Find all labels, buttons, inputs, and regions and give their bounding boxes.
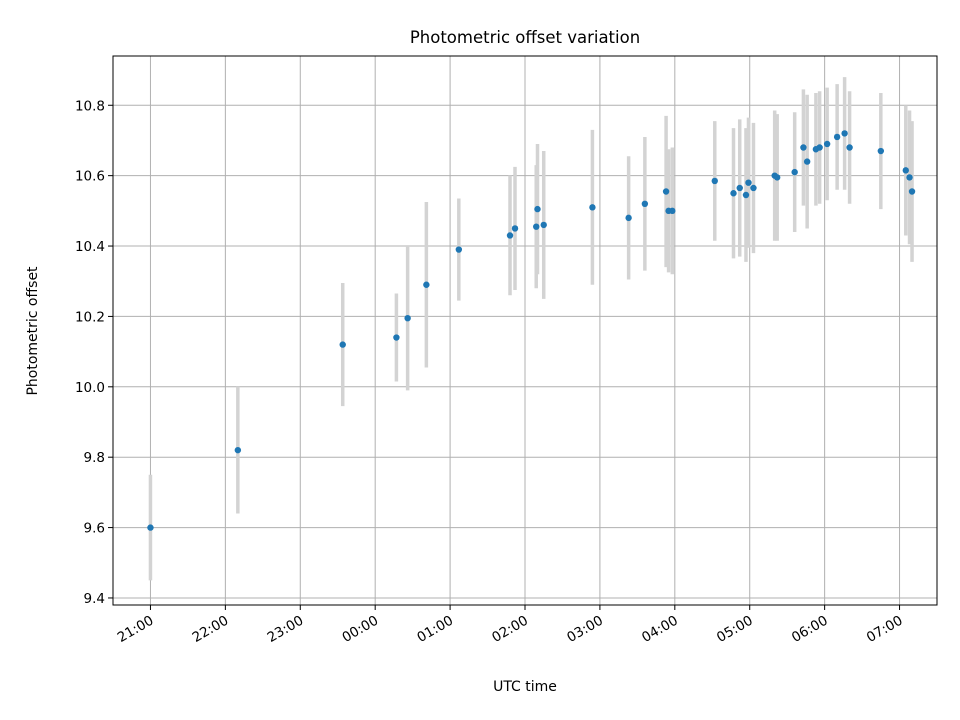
x-tick-label: 04:00: [639, 613, 681, 646]
chart-title: Photometric offset variation: [410, 28, 640, 47]
point-layer: [147, 130, 916, 531]
data-point: [540, 221, 547, 229]
data-point: [750, 184, 757, 192]
data-point: [908, 188, 916, 195]
data-point: [846, 144, 853, 151]
data-point: [791, 168, 798, 176]
data-point: [534, 205, 541, 213]
data-point: [816, 144, 823, 151]
data-point: [730, 190, 737, 197]
x-tick-label: 07:00: [864, 613, 906, 646]
data-point: [641, 200, 649, 208]
data-point: [339, 341, 346, 348]
y-tick-label: 10.4: [75, 239, 105, 255]
x-tick-label: 01:00: [414, 613, 456, 646]
data-point: [393, 334, 400, 341]
data-point: [506, 232, 514, 239]
x-tick-label: 06:00: [789, 613, 831, 646]
data-point: [589, 204, 596, 211]
data-point: [823, 140, 831, 148]
data-point: [745, 179, 752, 186]
y-tick-label: 9.8: [84, 450, 105, 466]
data-point: [736, 184, 743, 192]
grid-layer: [113, 56, 937, 605]
x-tick-label: 02:00: [489, 613, 531, 646]
data-point: [773, 174, 781, 181]
y-tick-label: 9.6: [84, 521, 105, 537]
data-point: [455, 246, 463, 253]
x-tick-label: 21:00: [115, 613, 157, 646]
y-tick-label: 10.0: [75, 380, 105, 396]
x-tick-label: 23:00: [265, 613, 307, 646]
x-tick-label: 03:00: [564, 613, 606, 646]
data-point: [669, 207, 676, 215]
x-tick-label: 05:00: [714, 613, 756, 646]
y-axis-label: Photometric offset: [25, 266, 41, 396]
x-tick-label: 22:00: [190, 613, 232, 646]
y-tick-label: 10.8: [75, 98, 105, 114]
data-point: [662, 188, 670, 195]
data-point: [906, 174, 913, 181]
data-point: [877, 147, 885, 155]
errorbar-layer: [148, 77, 914, 581]
data-point: [742, 191, 750, 199]
data-point: [511, 225, 519, 232]
data-point: [902, 167, 909, 174]
data-point: [234, 446, 242, 454]
data-point: [841, 130, 848, 137]
data-point: [404, 314, 411, 322]
data-point: [803, 158, 811, 165]
data-point: [533, 223, 540, 230]
data-point: [711, 177, 718, 185]
y-tick-label: 10.2: [75, 309, 105, 325]
x-axis-label: UTC time: [493, 679, 557, 695]
data-point: [625, 214, 632, 222]
y-tick-label: 10.6: [75, 169, 105, 185]
data-point: [833, 133, 841, 141]
data-point: [147, 524, 154, 531]
data-point: [800, 144, 807, 151]
x-tick-label: 00:00: [339, 613, 381, 646]
data-point: [423, 281, 430, 288]
y-tick-label: 9.4: [84, 591, 105, 607]
tick-layer: 21:00 22:00 23:00 00:00 01:00 02:00 03:00 04:00…: [75, 98, 906, 646]
